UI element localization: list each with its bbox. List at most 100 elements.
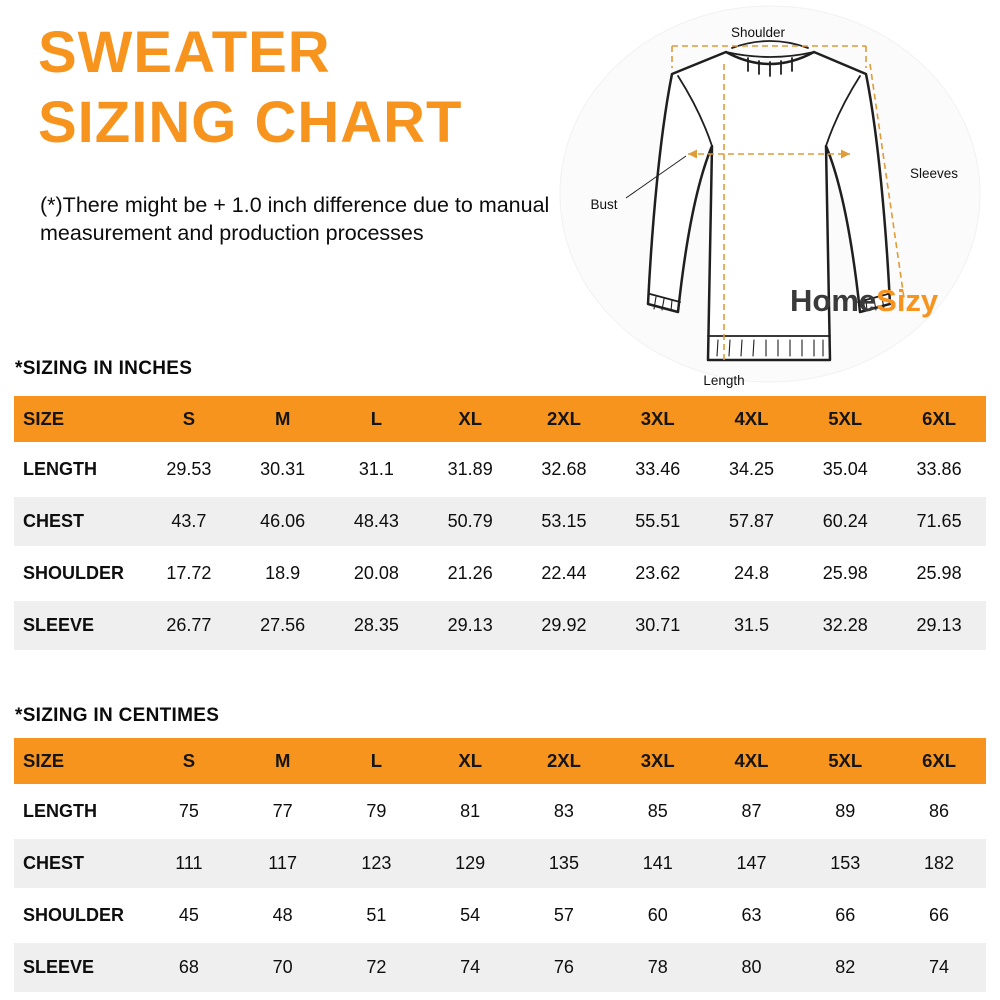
shoulder-label: Shoulder — [731, 25, 786, 40]
value-cell: 51 — [329, 891, 424, 940]
value-cell: 60.24 — [798, 497, 893, 546]
table-row: CHEST 111 117 123 129 135 141 147 153 182 — [14, 839, 986, 888]
table-head: SIZE S M L XL 2XL 3XL 4XL 5XL 6XL — [14, 396, 986, 442]
value-cell: 60 — [610, 891, 705, 940]
value-cell: 29.92 — [517, 601, 611, 650]
value-cell: 78 — [610, 943, 705, 992]
column-header: 2XL — [517, 738, 611, 784]
value-cell: 45 — [142, 891, 236, 940]
value-cell: 55.51 — [610, 497, 705, 546]
value-cell: 129 — [423, 839, 518, 888]
value-cell: 48.43 — [329, 497, 424, 546]
row-label: SHOULDER — [14, 891, 142, 940]
column-header: S — [142, 396, 236, 442]
value-cell: 182 — [892, 839, 986, 888]
value-cell: 77 — [235, 787, 330, 836]
length-label: Length — [703, 373, 744, 388]
value-cell: 35.04 — [798, 445, 893, 494]
value-cell: 70 — [235, 943, 330, 992]
value-cell: 17.72 — [142, 549, 236, 598]
row-label: CHEST — [14, 839, 142, 888]
header-row: SIZE S M L XL 2XL 3XL 4XL 5XL 6XL — [14, 738, 986, 784]
value-cell: 111 — [142, 839, 236, 888]
value-cell: 29.53 — [142, 445, 236, 494]
column-header: 6XL — [892, 396, 986, 442]
value-cell: 18.9 — [235, 549, 330, 598]
page-title-line2: SIZING CHART — [38, 89, 463, 155]
value-cell: 83 — [517, 787, 611, 836]
value-cell: 81 — [423, 787, 518, 836]
value-cell: 66 — [798, 891, 893, 940]
sizing-table-inches: SIZE S M L XL 2XL 3XL 4XL 5XL 6XL LENGTH 29.53 30.3… — [14, 393, 986, 653]
table-row: SLEEVE 68 70 72 74 76 78 80 82 74 — [14, 943, 986, 992]
table-row: LENGTH 75 77 79 81 83 85 87 89 86 — [14, 787, 986, 836]
value-cell: 147 — [704, 839, 799, 888]
table-head: SIZE S M L XL 2XL 3XL 4XL 5XL 6XL — [14, 738, 986, 784]
value-cell: 21.26 — [423, 549, 518, 598]
value-cell: 29.13 — [423, 601, 518, 650]
value-cell: 117 — [235, 839, 330, 888]
value-cell: 63 — [704, 891, 799, 940]
column-header: S — [142, 738, 236, 784]
column-header: 2XL — [517, 396, 611, 442]
row-label: SLEEVE — [14, 601, 142, 650]
value-cell: 54 — [423, 891, 518, 940]
table-body: LENGTH 29.53 30.31 31.1 31.89 32.68 33.46 34.25… — [14, 445, 986, 650]
value-cell: 87 — [704, 787, 799, 836]
value-cell: 48 — [235, 891, 330, 940]
column-header: 5XL — [798, 396, 893, 442]
logo-sizy-text: Sizy — [876, 283, 939, 318]
value-cell: 75 — [142, 787, 236, 836]
value-cell: 25.98 — [798, 549, 893, 598]
column-header: 4XL — [704, 396, 799, 442]
value-cell: 43.7 — [142, 497, 236, 546]
column-header: L — [329, 738, 424, 784]
table-row: CHEST 43.7 46.06 48.43 50.79 53.15 55.51 57.87 6… — [14, 497, 986, 546]
column-header: 3XL — [610, 738, 705, 784]
value-cell: 46.06 — [235, 497, 330, 546]
column-header: XL — [423, 738, 518, 784]
value-cell: 27.56 — [235, 601, 330, 650]
value-cell: 86 — [892, 787, 986, 836]
column-header: SIZE — [14, 396, 142, 442]
value-cell: 74 — [423, 943, 518, 992]
value-cell: 33.46 — [610, 445, 705, 494]
value-cell: 79 — [329, 787, 424, 836]
value-cell: 28.35 — [329, 601, 424, 650]
value-cell: 33.86 — [892, 445, 986, 494]
value-cell: 123 — [329, 839, 424, 888]
bust-label: Bust — [590, 197, 617, 212]
section-title-inches: *SIZING IN INCHES — [15, 358, 193, 379]
value-cell: 85 — [610, 787, 705, 836]
disclaimer-text: (*)There might be + 1.0 inch difference … — [40, 193, 550, 245]
value-cell: 24.8 — [704, 549, 799, 598]
table-row: SLEEVE 26.77 27.56 28.35 29.13 29.92 30.71 31.5… — [14, 601, 986, 650]
section-title-centimes: *SIZING IN CENTIMES — [15, 705, 220, 726]
sizing-table-centimes: SIZE S M L XL 2XL 3XL 4XL 5XL 6XL LENGTH 75 77 79 81 8… — [14, 735, 986, 995]
value-cell: 34.25 — [704, 445, 799, 494]
column-header: M — [235, 396, 330, 442]
column-header: 4XL — [704, 738, 799, 784]
page-title: SWEATER SIZING CHART — [38, 18, 462, 157]
value-cell: 20.08 — [329, 549, 424, 598]
table-body: LENGTH 75 77 79 81 83 85 87 89 86 CHEST 111 117 123 12… — [14, 787, 986, 992]
page-title-line1: SWEATER — [38, 20, 331, 85]
column-header: M — [235, 738, 330, 784]
brand-logo: HomeSizy — [790, 283, 939, 318]
sleeves-label: Sleeves — [910, 166, 958, 181]
sweater-illustration: Shoulder Sleeves Bust Length HomeSizy — [559, 5, 981, 388]
sweater-details — [649, 40, 889, 357]
column-header: SIZE — [14, 738, 142, 784]
value-cell: 57.87 — [704, 497, 799, 546]
value-cell: 68 — [142, 943, 236, 992]
value-cell: 153 — [798, 839, 893, 888]
table-row: LENGTH 29.53 30.31 31.1 31.89 32.68 33.46 34.25… — [14, 445, 986, 494]
value-cell: 74 — [892, 943, 986, 992]
bust-pointer-line — [625, 155, 687, 199]
column-header: 6XL — [892, 738, 986, 784]
value-cell: 53.15 — [517, 497, 611, 546]
value-cell: 57 — [517, 891, 611, 940]
logo-home-text: Home — [790, 283, 876, 318]
value-cell: 135 — [517, 839, 611, 888]
